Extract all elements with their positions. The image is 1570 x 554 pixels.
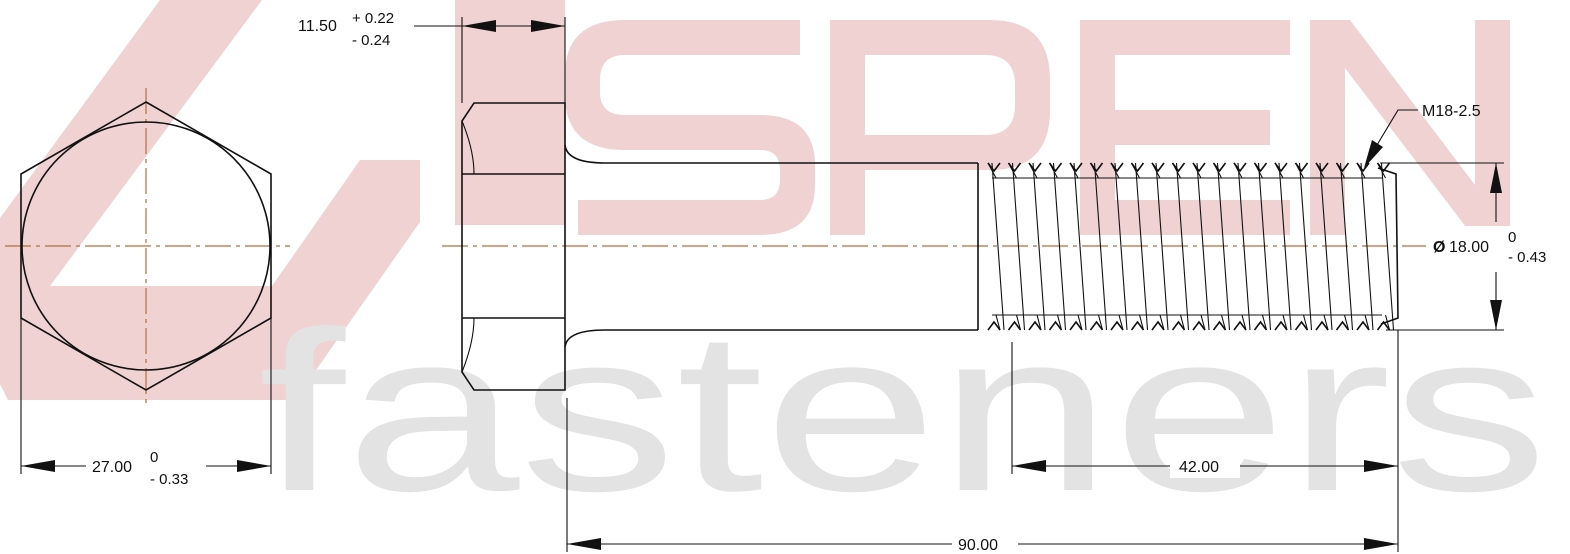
arrowhead: [1364, 460, 1398, 472]
leader-line-thread: [1367, 109, 1418, 161]
watermark-letter-a-right: [455, 0, 565, 225]
arrowhead: [237, 460, 271, 472]
thread-crest: [1151, 162, 1165, 331]
watermark-letter-n: [1310, 20, 1510, 235]
thread-crest: [1274, 162, 1288, 331]
dim-text-bg: [296, 8, 414, 52]
arrowhead: [1490, 300, 1502, 330]
dim-value-head-height: 11.50: [298, 18, 337, 35]
callout-thread-spec: M18-2.5: [1422, 103, 1481, 120]
thread-crest: [1294, 162, 1309, 331]
dim-value-across-flats: 27.00: [92, 459, 132, 476]
thread-crest: [1253, 162, 1268, 331]
dim-tol-minus-head-height: - 0.24: [352, 32, 390, 49]
bearing-face-circle: [21, 121, 271, 371]
dim-bolt-length: 90.00: [566, 398, 1398, 554]
dim-text-bg: [1430, 226, 1570, 266]
dim-text-bg: [952, 535, 1018, 554]
thread-crest: [1048, 162, 1063, 331]
dim-value-thread-length: 42.00: [1179, 459, 1219, 476]
watermark-letter-s: [565, 20, 815, 235]
dim-tol-upper-major-diameter: 0: [1508, 229, 1516, 246]
bolt-thread: [977, 162, 1399, 331]
arrowhead: [531, 20, 565, 32]
arrowhead: [21, 460, 55, 472]
dim-tol-lower-major-diameter: - 0.43: [1508, 249, 1546, 266]
arrowhead: [1490, 163, 1502, 193]
head-chamfer-lower: [461, 317, 475, 373]
watermark-letter-p: [830, 20, 1050, 235]
thread-chamfer-end: [1377, 167, 1399, 325]
dim-tol-upper-across-flats: 0: [150, 449, 158, 466]
dim-across-flats: 27.00 0 - 0.33: [20, 318, 272, 488]
thread-crest: [1110, 162, 1124, 331]
dim-text-bg: [86, 448, 206, 488]
shank-fillet-upper: [564, 144, 606, 164]
watermark-letter-a-left: [0, 0, 420, 400]
thread-callout: M18-2.5: [1364, 103, 1481, 168]
watermark-letter-e: [1080, 20, 1290, 235]
thread-crest: [1028, 162, 1042, 331]
head-chamfer-upper: [461, 120, 475, 175]
thread-crest: [1089, 162, 1104, 331]
dim-thread-length: 42.00: [1011, 330, 1399, 552]
thread-crest: [1007, 162, 1022, 331]
thread-crest: [987, 162, 1001, 331]
dim-value-bolt-length: 90.00: [958, 537, 998, 554]
centerlines: [5, 88, 1426, 406]
arrowhead: [462, 20, 496, 32]
watermark: fasteners: [0, 0, 1548, 539]
thread-crest: [1069, 162, 1083, 331]
dim-tol-plus-head-height: + 0.22: [352, 10, 394, 27]
dim-tol-lower-across-flats: - 0.33: [150, 471, 188, 488]
arrowhead: [1364, 140, 1383, 168]
thread-crest: [1171, 162, 1186, 331]
thread-crest: [1356, 162, 1370, 331]
arrowhead: [1012, 460, 1046, 472]
arrowhead: [567, 538, 601, 550]
end-view: [20, 101, 272, 391]
hex-head-outline: [20, 101, 272, 391]
thread-crest: [1212, 162, 1227, 331]
thread-crest: [1130, 162, 1145, 331]
dim-value-major-diameter: 18.00: [1449, 239, 1489, 256]
dim-text-bg: [1170, 456, 1240, 478]
thread-crest: [1233, 162, 1247, 331]
thread-crest: [1315, 162, 1329, 331]
thread-crest: [1376, 162, 1391, 331]
thread-crest: [1192, 162, 1206, 331]
thread-crest: [1335, 162, 1350, 331]
dim-head-height: 11.50 + 0.22 - 0.24: [296, 8, 566, 140]
bolt-shank: [564, 144, 978, 348]
shank-fillet-lower: [564, 329, 606, 348]
dia-symbol: Ø: [1433, 239, 1445, 256]
thread-flanks: [987, 162, 1395, 331]
arrowhead: [1364, 538, 1398, 550]
dim-major-diameter: Ø 18.00 0 - 0.43: [1380, 162, 1570, 331]
watermark-subtext: fasteners: [258, 285, 1548, 539]
